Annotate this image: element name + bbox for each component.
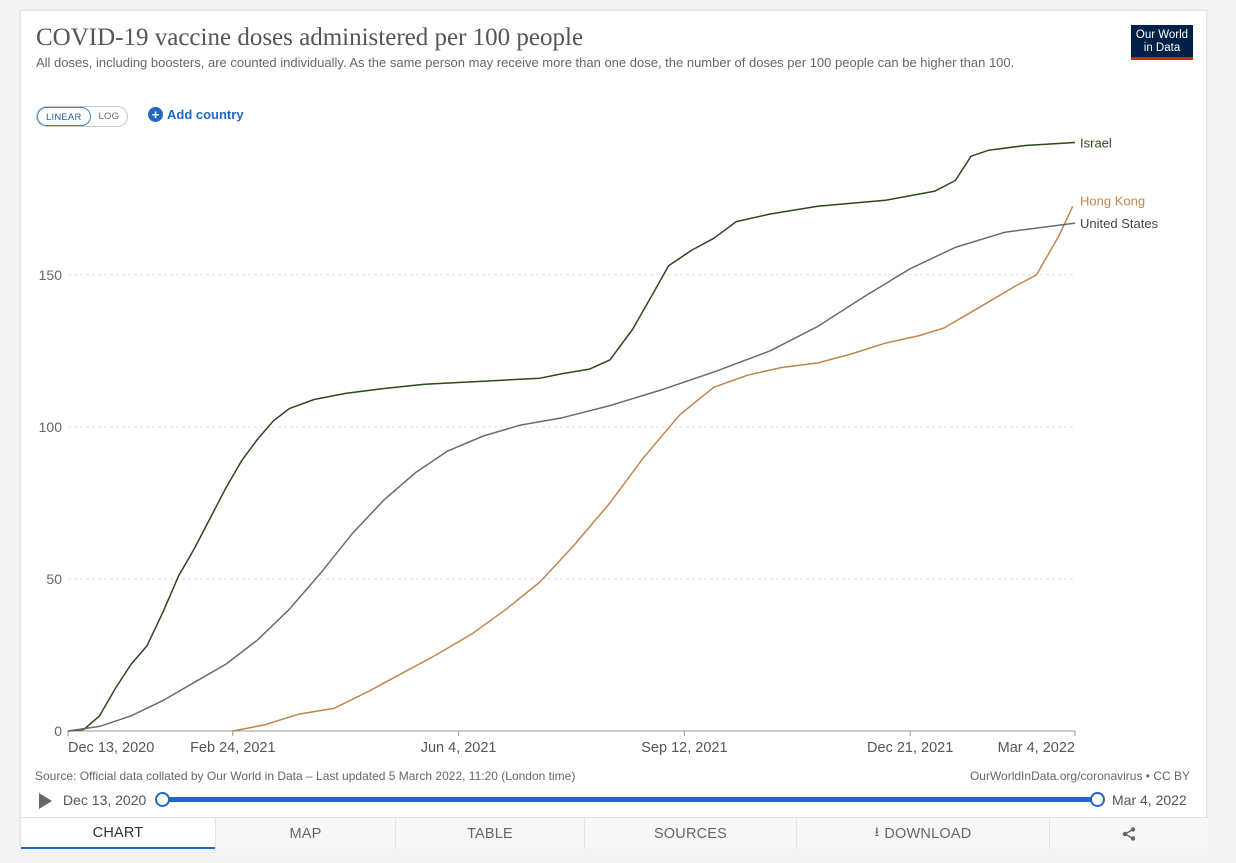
play-icon[interactable]: [39, 793, 52, 809]
timeline-end-handle[interactable]: [1090, 792, 1105, 807]
y-tick-label: 0: [54, 723, 62, 739]
y-tick-label: 150: [39, 267, 63, 283]
chart-title: COVID-19 vaccine doses administered per …: [36, 24, 584, 51]
tab-map[interactable]: MAP: [215, 818, 395, 849]
add-country-button[interactable]: + Add country: [148, 107, 244, 122]
source-note: Source: Official data collated by Our Wo…: [35, 769, 576, 783]
x-axis: Dec 13, 2020 Feb 24, 2021 Jun 4, 2021 Sep 1…: [67, 730, 1076, 756]
tab-sources[interactable]: SOURCES: [584, 818, 796, 849]
x-tick-label: Dec 21, 2021: [867, 740, 953, 756]
plus-icon: +: [148, 107, 163, 122]
tab-chart-label: CHART: [92, 824, 144, 841]
tab-bar: CHART MAP TABLE SOURCES ⭳ DOWNLOAD: [21, 817, 1208, 849]
y-axis: 0 50 100 150: [39, 267, 63, 739]
tab-table-label: TABLE: [467, 825, 513, 842]
x-tick-label: Mar 4, 2022: [998, 740, 1075, 756]
owid-logo[interactable]: Our World in Data: [1131, 25, 1193, 60]
series-label-united-states: United States: [1080, 216, 1159, 231]
chart-subtitle: All doses, including boosters, are count…: [36, 55, 1015, 70]
tab-sources-label: SOURCES: [653, 825, 728, 842]
x-tick-label: Dec 13, 2020: [68, 740, 154, 756]
tab-download[interactable]: ⭳ DOWNLOAD: [796, 818, 1049, 849]
tab-chart[interactable]: CHART: [21, 818, 215, 849]
download-icon: ⭳: [874, 823, 880, 839]
series-lines: [67, 141, 1076, 732]
logo-line1: Our World: [1135, 29, 1189, 41]
series-line-israel: [67, 141, 1076, 732]
source-link[interactable]: OurWorldInData.org/coronavirus • CC BY: [969, 769, 1190, 783]
chart-card: COVID-19 vaccine doses administered per …: [20, 10, 1208, 849]
series-line-united-states: [67, 222, 1076, 732]
y-tick-label: 100: [39, 419, 63, 435]
x-tick-label: Feb 24, 2021: [190, 740, 275, 756]
scale-toggle: LINEAR LOG: [36, 106, 129, 127]
linear-scale-button[interactable]: LINEAR: [37, 107, 91, 126]
series-label-israel: Israel: [1080, 135, 1112, 150]
log-scale-button[interactable]: LOG: [98, 111, 120, 122]
x-tick-label: Jun 4, 2021: [421, 740, 497, 756]
logo-line2: in Data: [1143, 41, 1181, 54]
tab-download-label: DOWNLOAD: [884, 825, 972, 842]
series-label-hong-kong: Hong Kong: [1080, 193, 1145, 208]
timeline-track[interactable]: [162, 797, 1097, 802]
y-tick-label: 50: [46, 571, 62, 587]
share-icon: [1122, 826, 1136, 841]
tab-table[interactable]: TABLE: [395, 818, 584, 849]
tab-share[interactable]: [1049, 818, 1208, 849]
timeline-end-label: Mar 4, 2022: [1112, 792, 1187, 808]
timeline: Dec 13, 2020 Mar 4, 2022: [35, 789, 1195, 813]
line-chart: 0 50 100 150 Dec 13, 2020 Feb 24, 2021 Jun 4,…: [39, 135, 1159, 756]
timeline-start-label: Dec 13, 2020: [63, 792, 147, 808]
add-country-label: Add country: [167, 107, 244, 122]
gridlines: [68, 274, 1075, 580]
series-labels: Israel Hong Kong United States: [1080, 135, 1159, 231]
timeline-start-handle[interactable]: [155, 792, 170, 807]
series-line-hong-kong: [232, 205, 1074, 732]
tab-map-label: MAP: [289, 825, 322, 842]
x-tick-label: Sep 12, 2021: [641, 740, 727, 756]
